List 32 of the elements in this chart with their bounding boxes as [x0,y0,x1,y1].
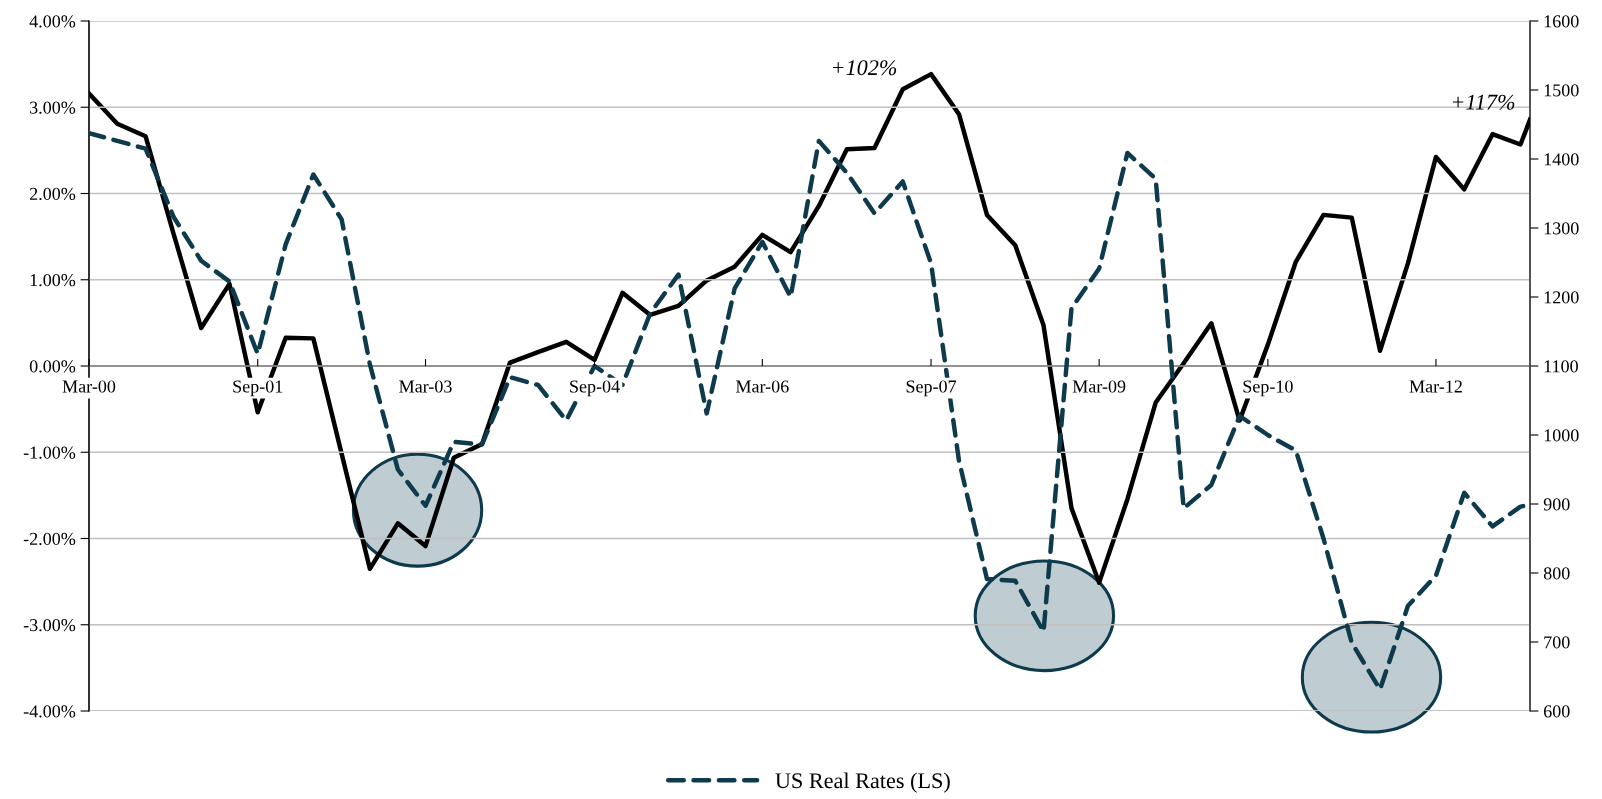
y2-tick-label: 1400 [1544,153,1579,166]
y2-tick-label: 1300 [1544,222,1579,235]
x-tick-label: Mar-03 [399,380,452,393]
y-tick-label: 1.00% [30,274,76,287]
x-tick-label: Sep-04 [570,380,620,397]
x-tick-label: Mar-09 [1072,380,1126,393]
x-tick-label: Mar-12 [1409,380,1462,393]
x-tick-label: Mar-06 [735,380,789,393]
legend-label: US Real Rates (LS) [775,772,950,793]
y-tick-label: 4.00% [29,15,76,28]
x-tick-label: Sep-01 [233,380,283,397]
annotation: +102% [833,60,897,76]
annotation: +117% [1452,94,1515,110]
y2-tick-label: 1600 [1544,15,1579,28]
y-tick-label: 2.00% [29,187,76,201]
y2-tick-label: 800 [1543,567,1570,580]
x-tick-label: Mar-00 [62,380,116,393]
y2-tick-label: 1100 [1544,360,1578,373]
y-tick-label: -2.00% [23,532,76,546]
y-tick-label: -4.00% [23,705,76,718]
x-tick-label: Sep-07 [906,380,957,397]
y2-tick-label: 900 [1543,498,1570,511]
y2-tick-label: 1000 [1544,429,1579,442]
y2-tick-label: 600 [1543,705,1570,718]
y-tick-label: 0.00% [29,360,76,373]
y-tick-label: 3.00% [30,101,76,114]
y2-tick-label: 1500 [1544,84,1579,97]
x-tick-label: Sep-10 [1243,380,1293,397]
y-tick-label: -3.00% [23,619,76,632]
y-tick-label: -1.00% [23,446,76,459]
y2-tick-label: 700 [1544,636,1570,649]
y2-tick-label: 1200 [1544,291,1579,304]
